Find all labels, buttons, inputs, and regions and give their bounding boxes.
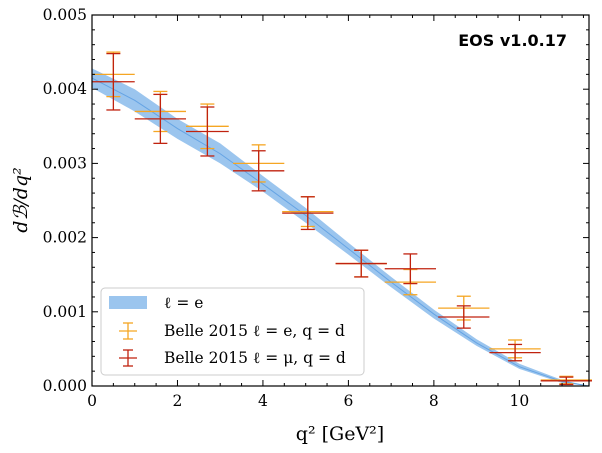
y-tick-label-3: 0.003: [43, 154, 87, 172]
legend-label-belle-mu: Belle 2015 ℓ = μ, q = d: [164, 349, 346, 367]
x-tick-label-6: 6: [343, 392, 353, 410]
theory-band-layer: [91, 68, 590, 387]
legend-label-band: ℓ = e: [164, 294, 203, 312]
y-axis-title: dℬ/dq²: [10, 167, 32, 232]
belle-mu-point-0: [92, 52, 135, 111]
x-tick-label-0: 0: [87, 392, 97, 410]
belle-mu-point-2: [186, 106, 229, 157]
eos-watermark: EOS v1.0.17: [458, 31, 567, 50]
x-tick-label-2: 2: [173, 392, 183, 410]
x-tick-labels: 0 2 4 6 8 10: [87, 392, 529, 410]
y-tick-label-5: 0.005: [43, 6, 87, 24]
legend-label-belle-e: Belle 2015 ℓ = e, q = d: [164, 322, 345, 340]
chart-legend: ℓ = e Belle 2015 ℓ = e, q = d Belle 2015…: [100, 287, 365, 376]
y-tick-label-4: 0.004: [43, 80, 88, 98]
belle-mu-point-5: [335, 249, 387, 278]
legend-box: [100, 287, 365, 376]
x-tick-label-10: 10: [509, 392, 529, 410]
belle-mu-point-3: [233, 150, 285, 192]
legend-marker-belle-mu: [119, 349, 137, 367]
x-tick-label-8: 8: [429, 392, 439, 410]
y-tick-label-2: 0.002: [43, 229, 87, 247]
axis-ticks: [91, 14, 589, 387]
belle-mu-point-6: [384, 253, 437, 285]
theory-band-center-line: [91, 77, 590, 387]
belle-mu-point-1: [134, 93, 187, 145]
theory-band-area: [92, 68, 589, 387]
y-tick-label-1: 0.001: [43, 303, 87, 321]
x-tick-label-4: 4: [258, 392, 268, 410]
y-tick-labels: 0.000 0.001 0.002 0.003 0.004 0.005: [43, 6, 88, 395]
legend-marker-belle-e: [119, 322, 137, 340]
belle-mu-point-7: [438, 305, 490, 329]
belle-mu-point-8: [489, 343, 541, 362]
data-points-layer: [92, 51, 592, 386]
x-axis-title: q² [GeV²]: [296, 423, 384, 445]
y-tick-label-0: 0.000: [43, 377, 87, 395]
legend-band-swatch: [109, 296, 147, 309]
plot-area-frame: [91, 14, 590, 387]
belle-mu-point-4: [282, 196, 334, 231]
